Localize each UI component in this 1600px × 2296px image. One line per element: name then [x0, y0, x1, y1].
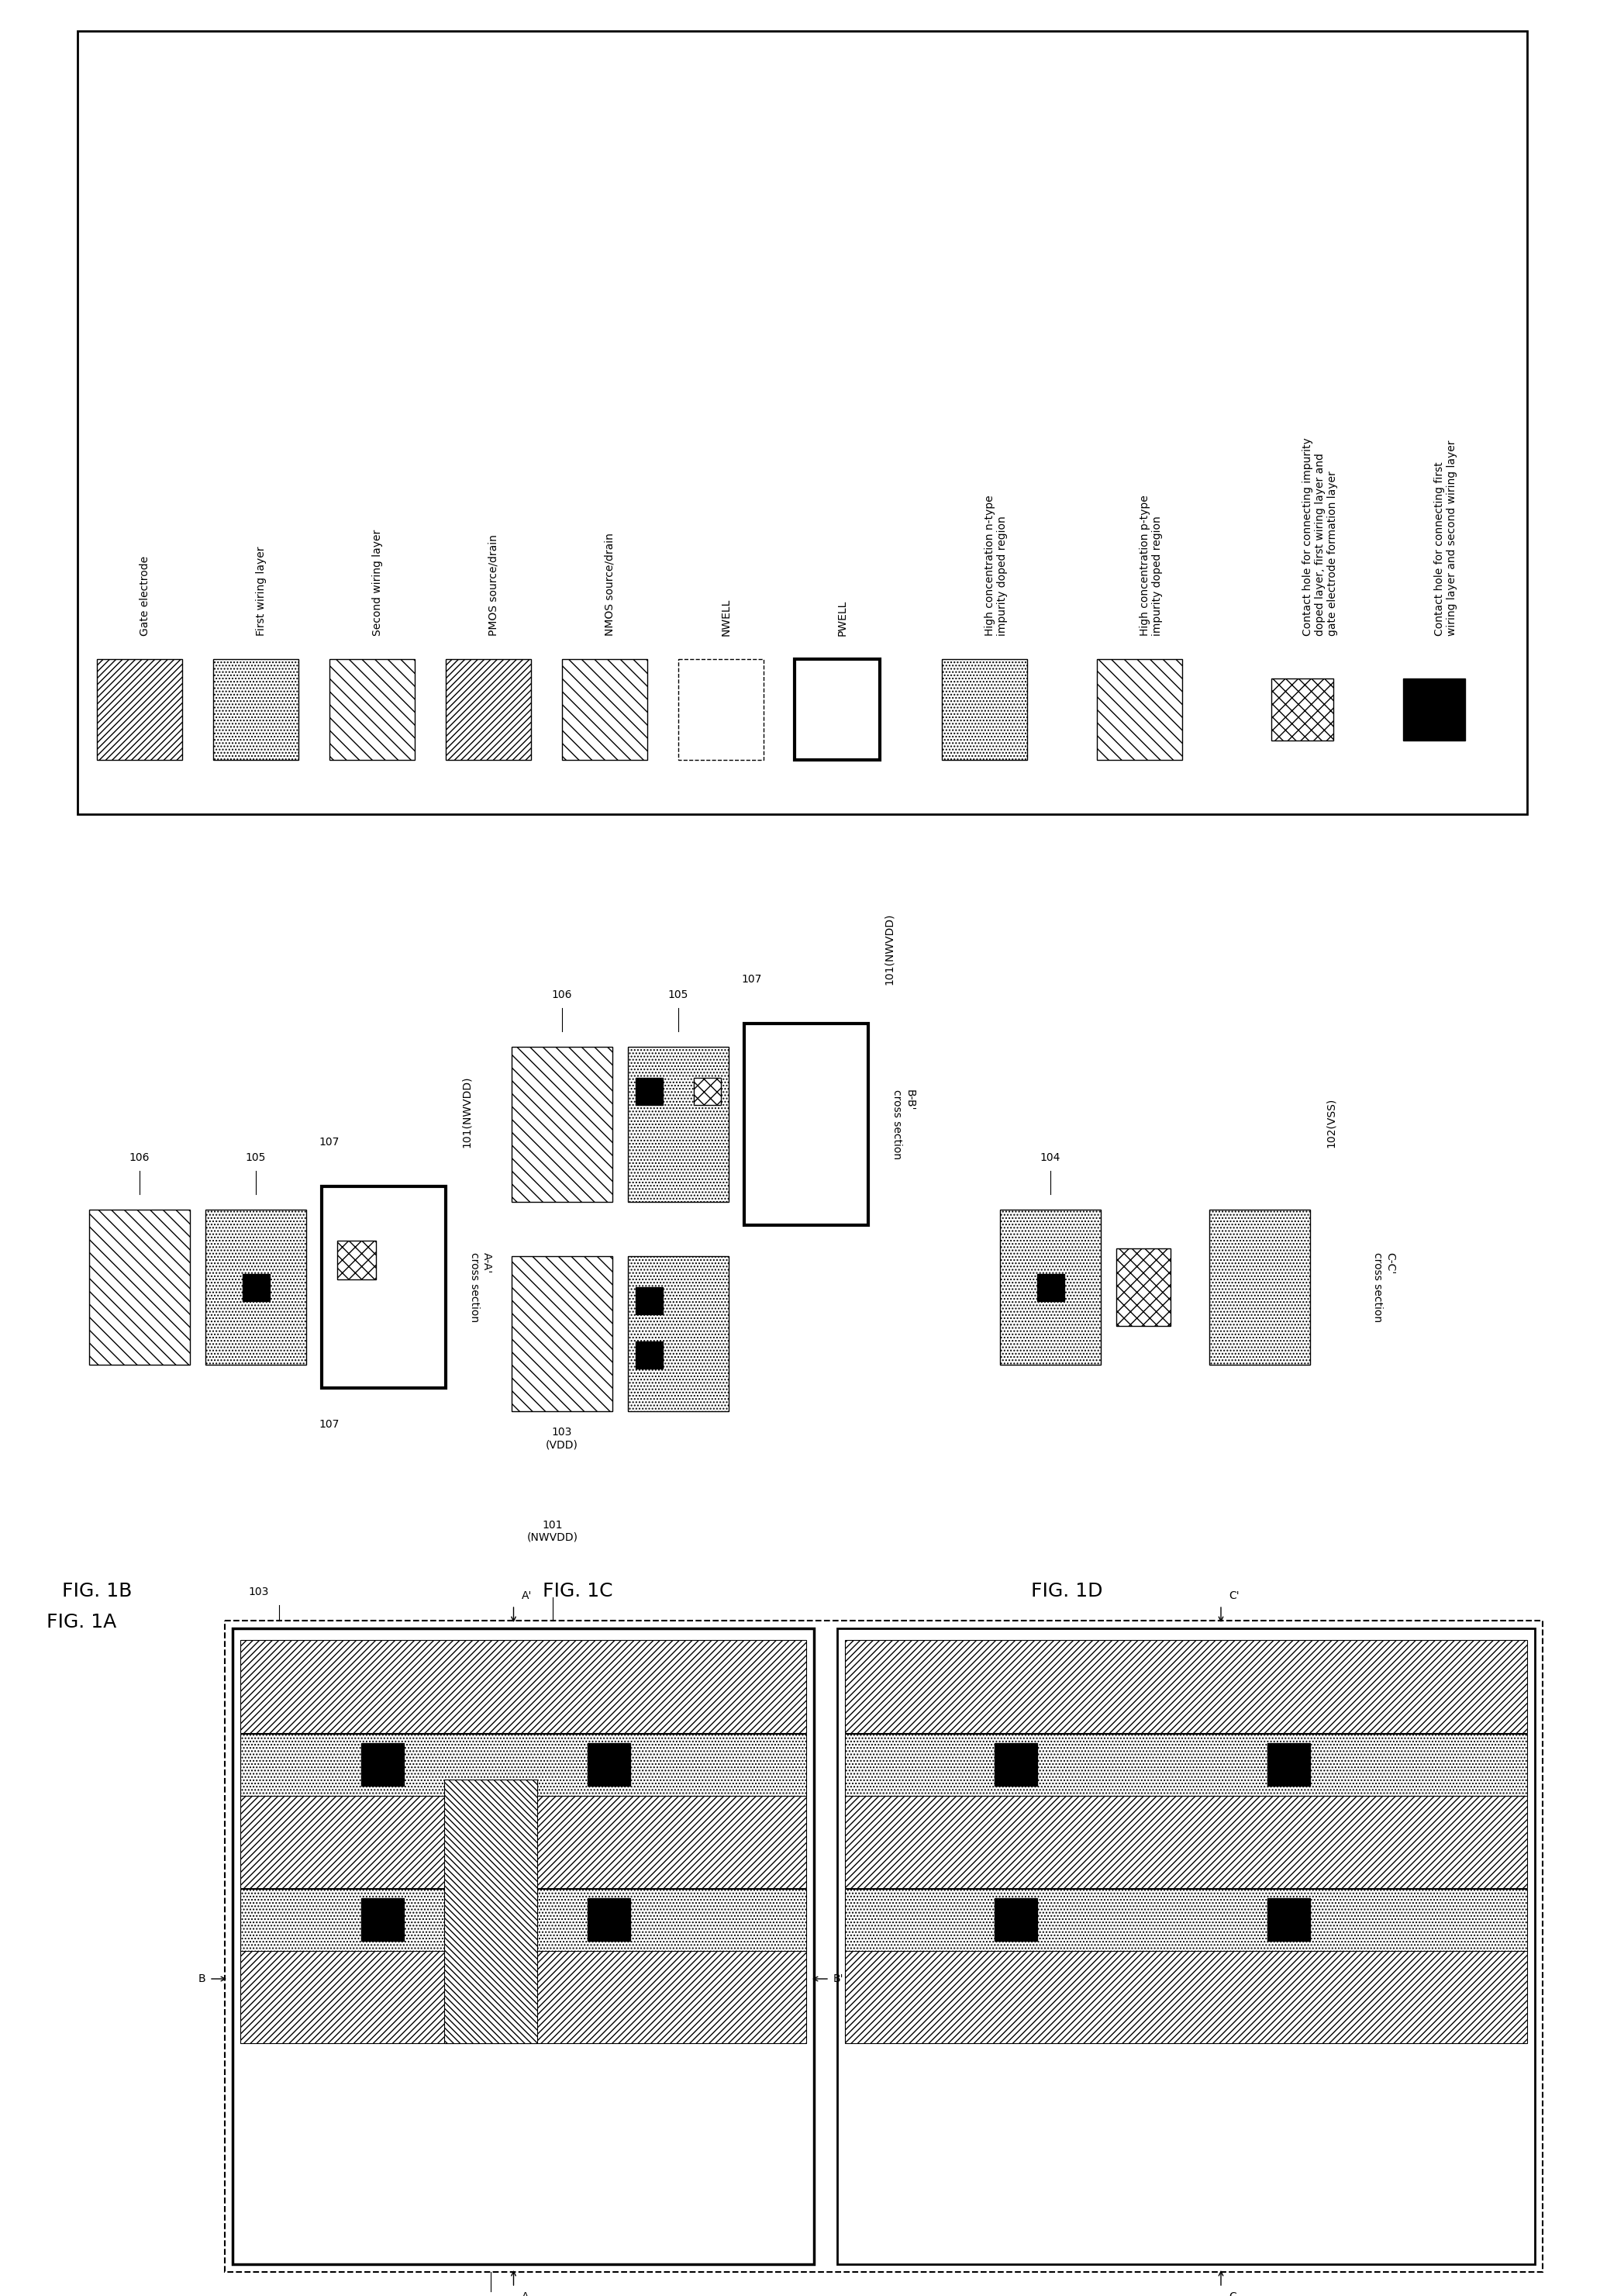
- Bar: [1403, 680, 1466, 742]
- Bar: [1267, 1743, 1310, 1786]
- Text: FIG. 1C: FIG. 1C: [542, 1582, 613, 1600]
- Bar: [330, 659, 414, 760]
- Bar: [512, 1047, 613, 1201]
- Bar: [627, 1047, 728, 1201]
- Text: Second wiring layer: Second wiring layer: [373, 530, 382, 636]
- Bar: [635, 1077, 662, 1104]
- Bar: [845, 1890, 1526, 1952]
- Bar: [226, 1621, 1542, 2273]
- Bar: [694, 1077, 722, 1104]
- Bar: [1037, 1274, 1064, 1302]
- Text: FIG. 1D: FIG. 1D: [1030, 1582, 1102, 1600]
- Bar: [587, 1899, 630, 1940]
- Bar: [995, 1743, 1037, 1786]
- Text: 105: 105: [669, 990, 688, 1001]
- Bar: [240, 1639, 806, 1733]
- Text: 104: 104: [1040, 1153, 1061, 1164]
- Bar: [90, 1210, 190, 1364]
- Bar: [845, 1795, 1526, 1887]
- Bar: [243, 1274, 270, 1302]
- Bar: [635, 1288, 662, 1313]
- Text: A-A'
cross section: A-A' cross section: [469, 1251, 493, 1322]
- Bar: [77, 32, 1526, 815]
- Bar: [205, 1210, 306, 1364]
- Text: 102(VSS): 102(VSS): [1325, 1097, 1336, 1148]
- Text: A': A': [522, 1591, 531, 1600]
- Bar: [322, 1187, 446, 1389]
- Text: 101(NWVDD): 101(NWVDD): [883, 914, 894, 985]
- Text: Gate electrode: Gate electrode: [139, 556, 150, 636]
- Text: High concentration n-type
impurity doped region: High concentration n-type impurity doped…: [984, 496, 1008, 636]
- Text: PWELL: PWELL: [837, 599, 848, 636]
- Bar: [995, 1899, 1037, 1940]
- Bar: [98, 659, 182, 760]
- Text: Contact hole for connecting first
wiring layer and second wiring layer: Contact hole for connecting first wiring…: [1434, 441, 1458, 636]
- Bar: [678, 659, 763, 760]
- Bar: [240, 1949, 806, 2043]
- Bar: [845, 1949, 1526, 2043]
- Bar: [942, 659, 1027, 760]
- Bar: [446, 659, 531, 760]
- Text: Contact hole for connecting impurity
doped layer, first wiring layer and
gate el: Contact hole for connecting impurity dop…: [1302, 439, 1338, 636]
- Bar: [240, 1795, 806, 1887]
- Text: 107: 107: [742, 974, 762, 985]
- Text: 101
(NWVDD): 101 (NWVDD): [526, 1520, 578, 1543]
- Text: 103
(VDD): 103 (VDD): [546, 1426, 578, 1451]
- Bar: [627, 1256, 728, 1412]
- Text: 107: 107: [320, 1137, 339, 1148]
- Text: C': C': [1229, 1591, 1240, 1600]
- Text: A: A: [522, 2291, 528, 2296]
- Bar: [232, 1628, 814, 2264]
- Bar: [338, 1240, 376, 1279]
- Text: 101(NWVDD): 101(NWVDD): [461, 1077, 472, 1148]
- Bar: [512, 1256, 613, 1412]
- Bar: [362, 1743, 403, 1786]
- Text: High concentration p-type
impurity doped region: High concentration p-type impurity doped…: [1139, 496, 1163, 636]
- Bar: [845, 1639, 1526, 1733]
- Text: C: C: [1229, 2291, 1237, 2296]
- Text: First wiring layer: First wiring layer: [256, 546, 267, 636]
- Bar: [837, 1628, 1534, 2264]
- Bar: [1098, 659, 1182, 760]
- Bar: [635, 1341, 662, 1368]
- Bar: [562, 659, 648, 760]
- Bar: [240, 1890, 806, 1952]
- Text: 105: 105: [245, 1153, 266, 1164]
- Bar: [744, 1024, 869, 1226]
- Text: NWELL: NWELL: [722, 599, 731, 636]
- Bar: [240, 1733, 806, 1795]
- Text: 106: 106: [130, 1153, 150, 1164]
- Text: B: B: [198, 1975, 205, 1984]
- Bar: [795, 659, 880, 760]
- Text: 103: 103: [248, 1587, 269, 1598]
- Text: 107: 107: [320, 1419, 339, 1430]
- Bar: [1272, 680, 1333, 742]
- Bar: [1210, 1210, 1310, 1364]
- Text: 106: 106: [552, 990, 573, 1001]
- Text: NMOS source/drain: NMOS source/drain: [605, 533, 616, 636]
- Bar: [362, 1899, 403, 1940]
- Bar: [443, 1779, 538, 2043]
- Bar: [1267, 1899, 1310, 1940]
- Bar: [845, 1733, 1526, 1795]
- Bar: [587, 1743, 630, 1786]
- Text: FIG. 1B: FIG. 1B: [62, 1582, 133, 1600]
- Text: FIG. 1A: FIG. 1A: [46, 1612, 117, 1632]
- Text: C-C'
cross section: C-C' cross section: [1373, 1251, 1395, 1322]
- Bar: [1117, 1249, 1171, 1327]
- Text: B': B': [834, 1975, 843, 1984]
- Text: PMOS source/drain: PMOS source/drain: [488, 535, 499, 636]
- Bar: [213, 659, 299, 760]
- Text: B-B'
cross section: B-B' cross section: [891, 1088, 915, 1159]
- Bar: [1000, 1210, 1101, 1364]
